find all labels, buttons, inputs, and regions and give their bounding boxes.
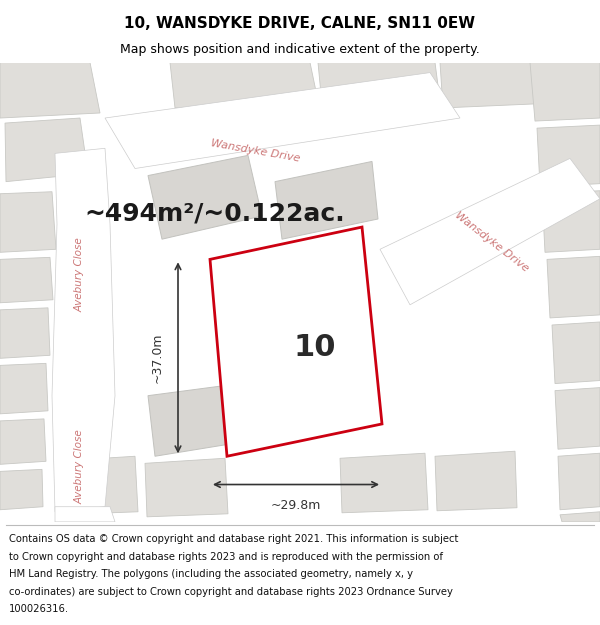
Text: ~29.8m: ~29.8m [271,499,321,512]
Text: co-ordinates) are subject to Crown copyright and database rights 2023 Ordnance S: co-ordinates) are subject to Crown copyr… [9,587,453,597]
Text: 10: 10 [294,332,336,362]
Text: HM Land Registry. The polygons (including the associated geometry, namely x, y: HM Land Registry. The polygons (includin… [9,569,413,579]
Polygon shape [555,388,600,449]
Polygon shape [0,258,53,302]
Polygon shape [5,118,88,182]
Polygon shape [340,453,428,512]
Polygon shape [0,469,43,510]
Text: ~37.0m: ~37.0m [151,332,164,383]
Polygon shape [55,507,115,522]
Polygon shape [268,350,368,431]
Polygon shape [145,458,228,517]
Text: Avebury Close: Avebury Close [75,237,85,312]
Polygon shape [547,256,600,318]
Polygon shape [148,384,248,456]
Polygon shape [552,322,600,384]
Polygon shape [380,158,600,305]
Text: Avebury Close: Avebury Close [75,429,85,504]
Text: Contains OS data © Crown copyright and database right 2021. This information is : Contains OS data © Crown copyright and d… [9,534,458,544]
Polygon shape [0,192,56,253]
Polygon shape [52,148,115,512]
Polygon shape [542,191,600,253]
Polygon shape [0,62,100,118]
Polygon shape [537,125,600,187]
Polygon shape [210,227,382,456]
Polygon shape [558,453,600,510]
Polygon shape [105,72,460,169]
Polygon shape [530,62,600,121]
Polygon shape [55,456,138,515]
Polygon shape [0,363,48,414]
Text: Wansdyke Drive: Wansdyke Drive [453,211,531,274]
Polygon shape [440,62,558,108]
Text: to Crown copyright and database rights 2023 and is reproduced with the permissio: to Crown copyright and database rights 2… [9,552,443,562]
Text: ~494m²/~0.122ac.: ~494m²/~0.122ac. [85,202,346,226]
Polygon shape [560,512,600,522]
Polygon shape [170,62,318,108]
Polygon shape [435,451,517,511]
Polygon shape [148,156,262,239]
Text: 10, WANSDYKE DRIVE, CALNE, SN11 0EW: 10, WANSDYKE DRIVE, CALNE, SN11 0EW [124,16,476,31]
Polygon shape [0,419,46,464]
Polygon shape [0,308,50,358]
Polygon shape [318,62,440,105]
Polygon shape [275,161,378,239]
Text: Wansdyke Drive: Wansdyke Drive [209,139,301,164]
Text: 100026316.: 100026316. [9,604,69,614]
Text: Map shows position and indicative extent of the property.: Map shows position and indicative extent… [120,42,480,56]
